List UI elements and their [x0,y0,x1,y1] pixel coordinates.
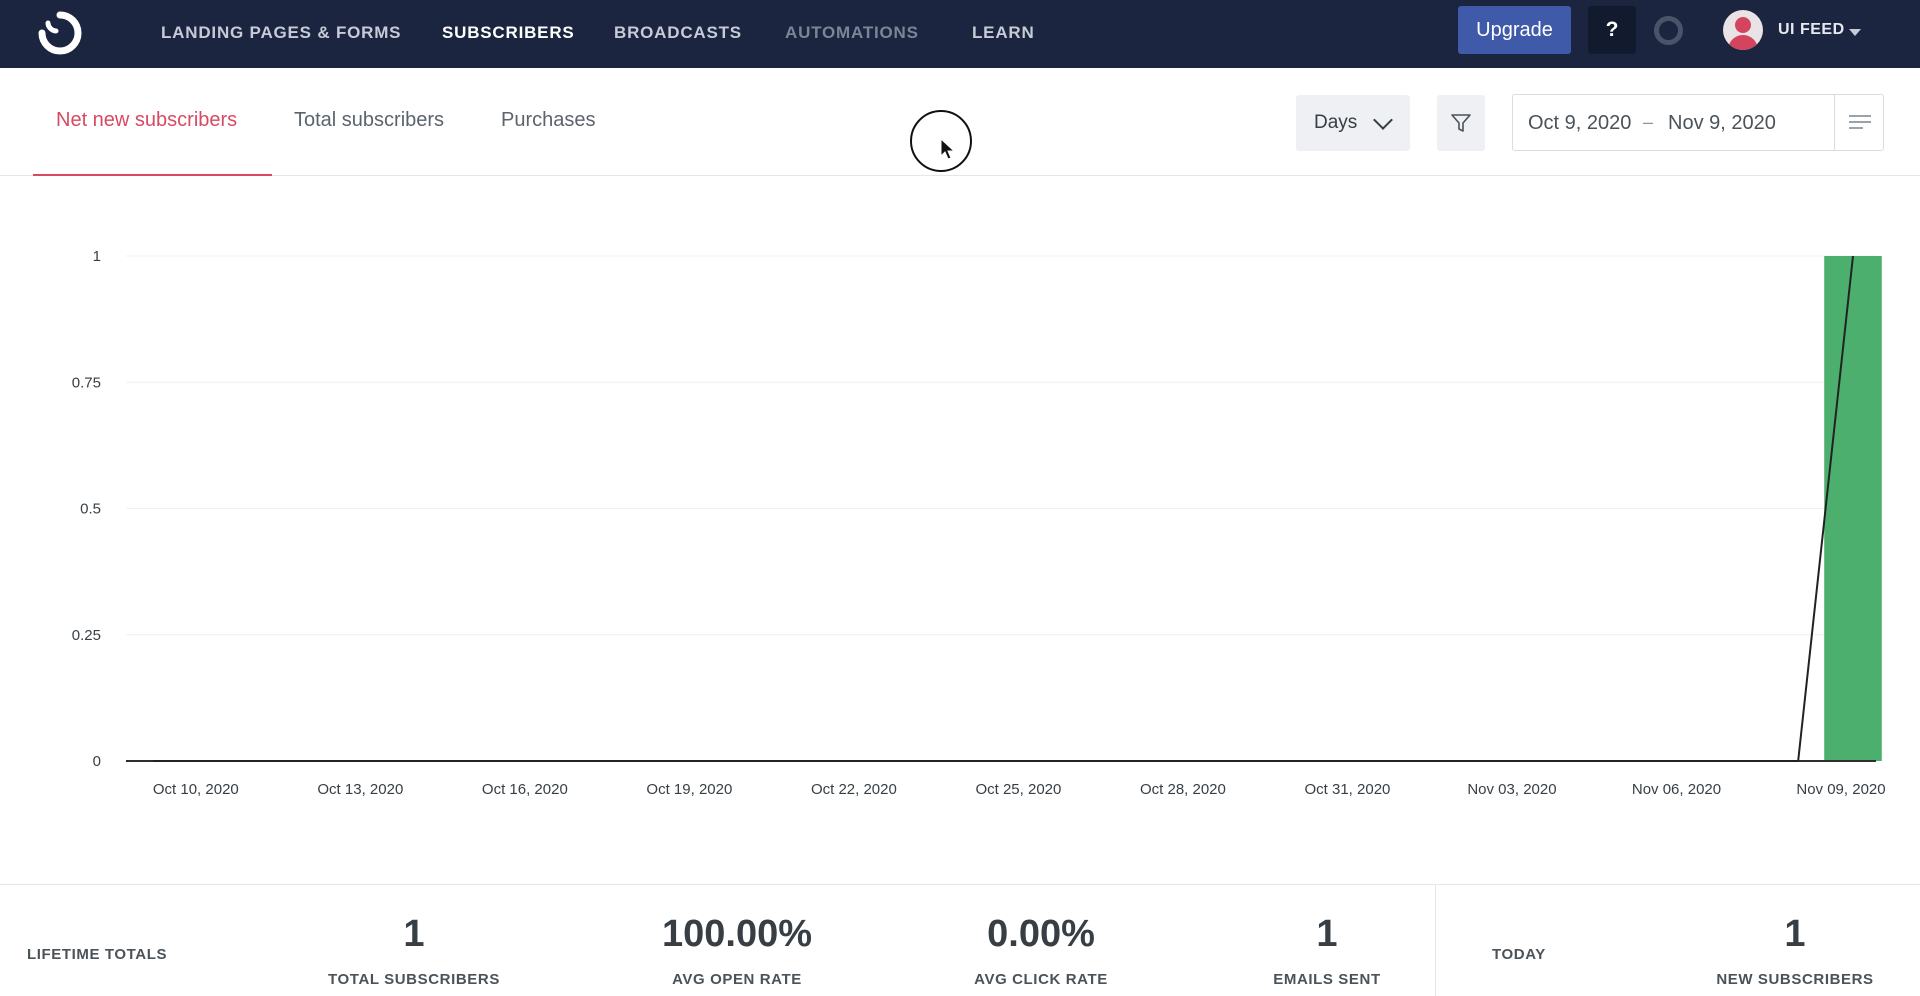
x-tick-label: Oct 19, 2020 [646,781,732,798]
nav-broadcasts[interactable]: BROADCASTS [614,23,742,42]
x-tick-label: Oct 10, 2020 [153,781,239,798]
stat-total-subscribers: 1 TOTAL SUBSCRIBERS [284,915,544,988]
interval-select-value: Days [1314,112,1358,133]
x-tick-label: Nov 03, 2020 [1467,781,1556,798]
stat-avg-click-rate: 0.00% AVG CLICK RATE [911,915,1171,988]
stat-new-subscribers: 1 NEW SUBSCRIBERS [1665,915,1920,988]
top-nav: LANDING PAGES & FORMS SUBSCRIBERS BROADC… [0,0,1920,68]
x-tick-label: Oct 31, 2020 [1304,781,1390,798]
stat-emails-sent: 1 EMAILS SENT [1197,915,1457,988]
status-ring-icon[interactable] [1654,16,1683,45]
filter-button[interactable] [1437,95,1485,151]
date-range-start[interactable]: Oct 9, 2020 [1528,112,1632,134]
report-toolbar: Net new subscribers Total subscribers Pu… [0,68,1920,176]
x-tick-label: Nov 06, 2020 [1632,781,1721,798]
stat-value: 100.00% [661,913,812,955]
stats-divider [1435,885,1436,996]
nav-landing-pages-forms[interactable]: LANDING PAGES & FORMS [161,23,402,42]
today-label: TODAY [1492,946,1546,963]
filter-icon [1451,114,1471,132]
stat-label: EMAILS SENT [1273,971,1381,988]
nav-subscribers[interactable]: SUBSCRIBERS [442,23,575,42]
net-new-subscribers-chart: 0 0.25 0.5 0.75 1 Oct 10, 2020 Oct 13, 2020 Oct… [72,248,1886,798]
date-range-picker[interactable]: Oct 9, 2020 – Nov 9, 2020 [1512,94,1884,151]
date-range-separator: – [1643,112,1654,132]
tab-purchases[interactable]: Purchases [501,109,596,131]
date-range-end[interactable]: Nov 9, 2020 [1668,112,1776,134]
lifetime-totals-label: LIFETIME TOTALS [27,946,168,963]
user-menu-name[interactable]: UI FEED [1778,21,1845,38]
mouse-cursor-icon [940,138,956,160]
y-tick-label: 1 [93,248,101,265]
x-tick-label: Oct 13, 2020 [317,781,403,798]
avatar[interactable] [1723,10,1763,50]
avatar-head [1735,17,1751,33]
y-tick-label: 0.5 [80,501,101,518]
x-tick-label: Oct 25, 2020 [975,781,1061,798]
active-tab-indicator [33,174,272,176]
stat-value: 0.00% [987,913,1095,955]
nav-learn[interactable]: LEARN [972,23,1035,42]
tab-net-new-subscribers[interactable]: Net new subscribers [56,109,238,131]
x-tick-label: Oct 28, 2020 [1140,781,1226,798]
nav-automations[interactable]: AUTOMATIONS [785,23,919,42]
chevron-down-icon [1373,110,1393,130]
chart-bar [1824,256,1882,761]
stat-label: AVG CLICK RATE [974,971,1108,988]
x-tick-label: Nov 09, 2020 [1796,781,1885,798]
y-tick-label: 0 [93,753,101,770]
stat-label: NEW SUBSCRIBERS [1716,971,1874,988]
upgrade-button[interactable]: Upgrade [1458,6,1571,54]
stat-label: AVG OPEN RATE [672,971,802,988]
caret-down-icon[interactable] [1849,29,1861,36]
x-tick-label: Oct 22, 2020 [811,781,897,798]
stats-summary: LIFETIME TOTALS 1 TOTAL SUBSCRIBERS 100.… [0,884,1920,996]
stat-value: 1 [1784,913,1806,955]
tab-total-subscribers[interactable]: Total subscribers [294,109,445,131]
date-presets-menu-icon[interactable] [1834,95,1884,150]
chart-series-line [153,255,1854,762]
stat-avg-open-rate: 100.00% AVG OPEN RATE [607,915,867,988]
interval-select[interactable]: Days [1296,95,1410,151]
help-button[interactable]: ? [1588,6,1636,54]
stat-value: 1 [403,913,425,955]
y-tick-label: 0.75 [72,374,101,391]
avatar-body [1728,35,1758,50]
stat-value: 1 [1316,913,1338,955]
x-tick-label: Oct 16, 2020 [482,781,568,798]
convertkit-logo-icon[interactable] [34,7,86,59]
stat-label: TOTAL SUBSCRIBERS [328,971,500,988]
cursor-highlight-ring [910,110,972,172]
y-tick-label: 0.25 [72,627,101,644]
